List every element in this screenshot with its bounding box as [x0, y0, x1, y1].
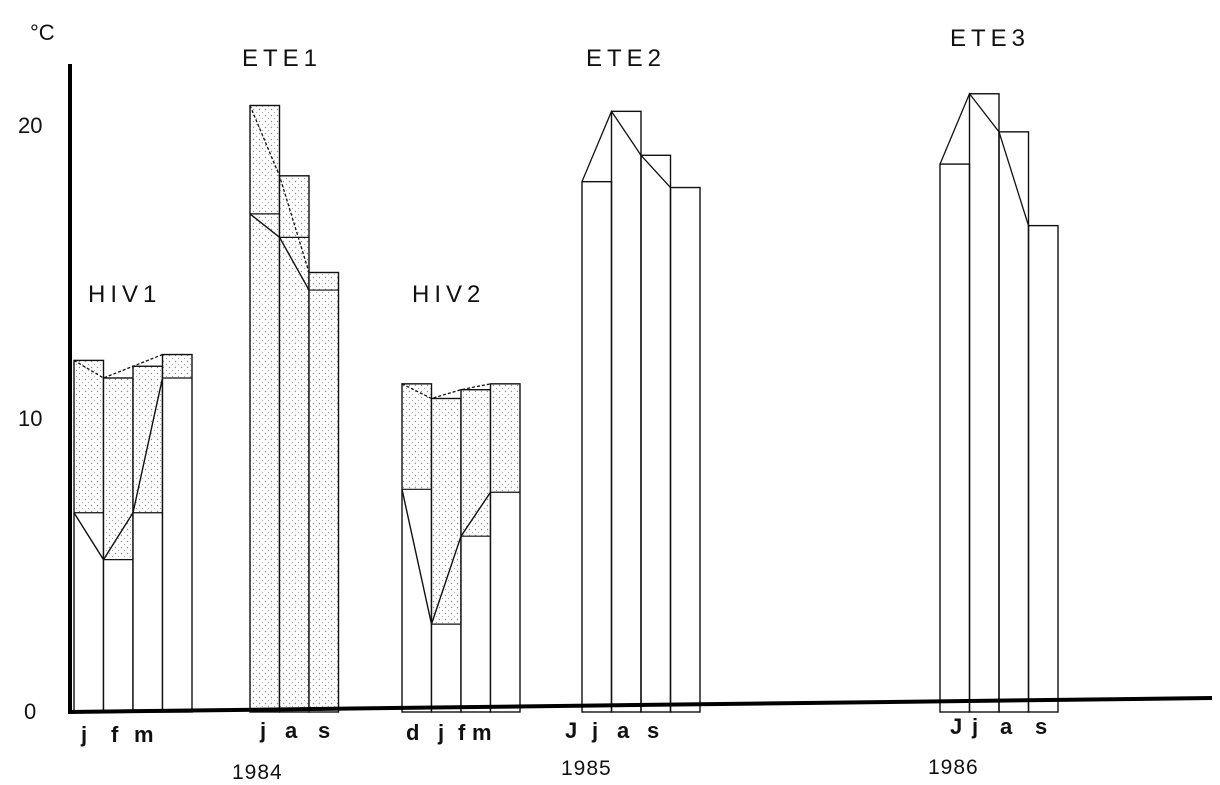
month-label: f	[458, 720, 466, 745]
group-label-hiv2: HIV2	[412, 281, 485, 308]
bar-lower-part	[309, 290, 339, 712]
series-line-max	[73, 353, 163, 379]
series-line-min	[401, 489, 492, 627]
bar-lower-part	[279, 237, 309, 712]
bar	[640, 154, 672, 713]
month-label: a	[617, 718, 630, 743]
month-label: m	[134, 722, 154, 747]
series-line-max	[939, 92, 1030, 226]
bar	[669, 186, 701, 713]
bar	[1027, 224, 1059, 713]
bar-lower-part	[431, 624, 461, 712]
month-label: j	[971, 714, 978, 739]
month-label: s	[1035, 714, 1047, 739]
year-label-1985: 1985	[561, 757, 612, 780]
month-label: s	[318, 718, 330, 743]
month-label: j	[437, 720, 444, 745]
series-line-min	[73, 377, 164, 561]
bar-lower-part	[461, 536, 491, 712]
series-line-max	[249, 105, 310, 273]
month-label: a	[1000, 714, 1013, 739]
month-label: j	[80, 722, 87, 747]
series-line-min	[249, 213, 310, 291]
y-tick-label-10: 10	[18, 406, 42, 431]
month-label: j	[259, 718, 266, 743]
bar	[308, 271, 340, 713]
month-label: f	[111, 722, 119, 747]
group-label-hiv1: HIV1	[88, 281, 161, 308]
month-label: d	[406, 720, 419, 745]
y-tick-label-0: 0	[24, 699, 36, 724]
bar	[968, 93, 1000, 713]
group-label-ete3: ETE3	[950, 25, 1030, 52]
bar-lower-part	[490, 492, 520, 712]
bar	[998, 131, 1030, 713]
year-label-1986: 1986	[928, 756, 979, 779]
bar	[610, 110, 642, 713]
year-label-1984: 1984	[232, 761, 283, 784]
month-label: J	[565, 718, 577, 743]
x-axis	[67, 696, 1213, 714]
y-axis-unit: °C	[30, 20, 55, 45]
bar	[581, 180, 613, 713]
bar	[489, 383, 521, 713]
bar-lower-part	[74, 512, 104, 712]
bar	[939, 163, 971, 713]
bar-lower-part	[103, 559, 133, 712]
series-line-max	[401, 383, 491, 400]
group-label-ete1: ETE1	[242, 45, 322, 72]
month-label: j	[591, 718, 598, 743]
month-label: a	[285, 718, 298, 743]
month-label: s	[647, 718, 659, 743]
group-label-ete2: ETE2	[586, 45, 666, 72]
y-tick-label-20: 20	[18, 113, 42, 138]
month-label: J	[950, 714, 962, 739]
bar-lower-part	[250, 213, 280, 712]
bar-lower-part	[162, 377, 192, 712]
series-line-max	[581, 109, 671, 188]
month-label: m	[472, 720, 492, 745]
bar-lower-part	[133, 512, 163, 712]
